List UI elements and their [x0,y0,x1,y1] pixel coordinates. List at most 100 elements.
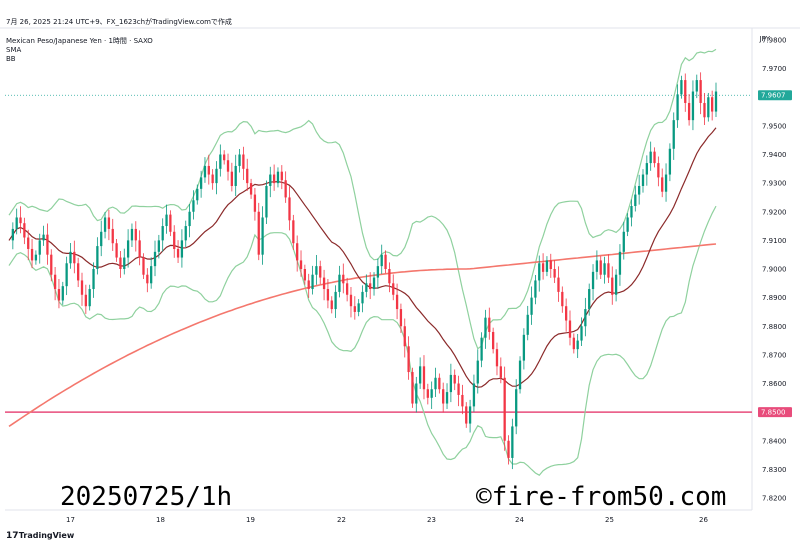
candle-body [284,180,287,198]
support-price-badge [758,407,792,418]
candle-body [595,260,599,272]
candle-body [142,257,145,275]
candle-body [257,211,260,255]
candle-body [92,269,95,290]
candle-body [361,291,364,304]
candle-body [253,194,257,212]
candle-body [407,346,410,373]
candle-body [242,154,245,169]
candle-body [707,97,710,118]
candle-body [511,426,514,458]
candle-body [296,243,299,261]
candle-body [357,303,360,312]
candle-body [211,174,214,184]
candle-body [230,171,234,186]
current-price-label: 7.9607 [761,92,786,100]
candle-body [380,254,383,267]
candle-body [657,163,660,178]
candle-body [130,228,134,241]
price-tick-label: 7.8900 [762,294,787,302]
candle-body [65,263,68,287]
candle-body [499,366,502,378]
current-price-badge [758,90,792,101]
price-tick-label: 7.8400 [762,437,787,445]
site-watermark: ©fire-from50.com [476,482,727,512]
candle-body [46,234,49,255]
candle-body [703,102,706,118]
candle-body [234,165,237,186]
candle-body [522,334,526,361]
candle-body [518,360,522,390]
candle-body [491,331,495,350]
chart-caption: 7月 26, 2025 21:24 UTC+9、FX_1623chがTradin… [6,18,232,26]
candle-body [19,217,22,224]
candle-body [476,360,479,384]
candle-body [69,251,72,264]
candle-body [353,306,356,312]
candle-body [549,260,552,269]
candle-body [226,160,230,172]
candle-body [196,188,199,201]
candle-body [434,377,437,390]
candle-body [157,240,160,252]
candle-body [88,289,91,307]
candle-body [584,309,587,327]
candle-body [96,246,99,269]
symbol-title[interactable]: Mexican Peso/Japanese Yen · 1時間 · SAXO [6,37,153,45]
candle-body [319,266,322,278]
candle-body [411,372,414,404]
candle-body [611,277,614,295]
candle-body [303,269,307,281]
tradingview-logo[interactable]: 17 TradingView [6,531,74,541]
time-tick-label: 18 [156,516,165,524]
candle-body [384,254,387,269]
candle-body [449,374,453,393]
candle-body [111,228,114,244]
indicator-sma-label[interactable]: SMA [6,46,22,54]
candle-body [326,289,330,301]
candle-body [653,151,656,164]
candle-body [27,237,30,249]
candle-body [445,392,449,404]
candle-body [345,283,349,295]
candle-body [261,217,264,255]
candle-body [503,377,506,441]
candle-body [626,217,629,232]
candle-body [176,248,180,258]
candle-body [607,263,610,278]
candle-body [334,291,337,310]
candle-body [369,283,372,290]
candle-body [376,266,380,278]
price-tick-label: 7.9800 [762,37,787,45]
candle-body [34,254,38,261]
candle-body [80,280,84,295]
candle-body [161,226,164,241]
candle-body [599,260,602,275]
candle-body [23,223,26,238]
candle-body [526,314,529,335]
candle-body [276,171,280,184]
candle-body [184,226,187,241]
candle-body [199,177,203,189]
candle-body [107,217,111,229]
candle-body [495,349,499,367]
price-tick-label: 7.8200 [762,495,787,503]
bollinger-lower-band [8,205,717,476]
candle-body [687,102,691,121]
candle-body [180,240,184,258]
candle-body [372,277,376,290]
candle-body [649,151,652,164]
price-tick-label: 7.9400 [762,151,787,159]
candle-body [188,211,191,227]
candle-body [572,337,575,350]
candle-body [472,383,476,407]
candle-body [576,340,579,350]
indicator-bb-label[interactable]: BB [6,55,16,63]
candle-body [426,389,429,398]
candle-body [165,214,168,227]
candle-body [342,274,345,284]
candle-body [668,148,672,175]
candle-body [30,248,34,261]
